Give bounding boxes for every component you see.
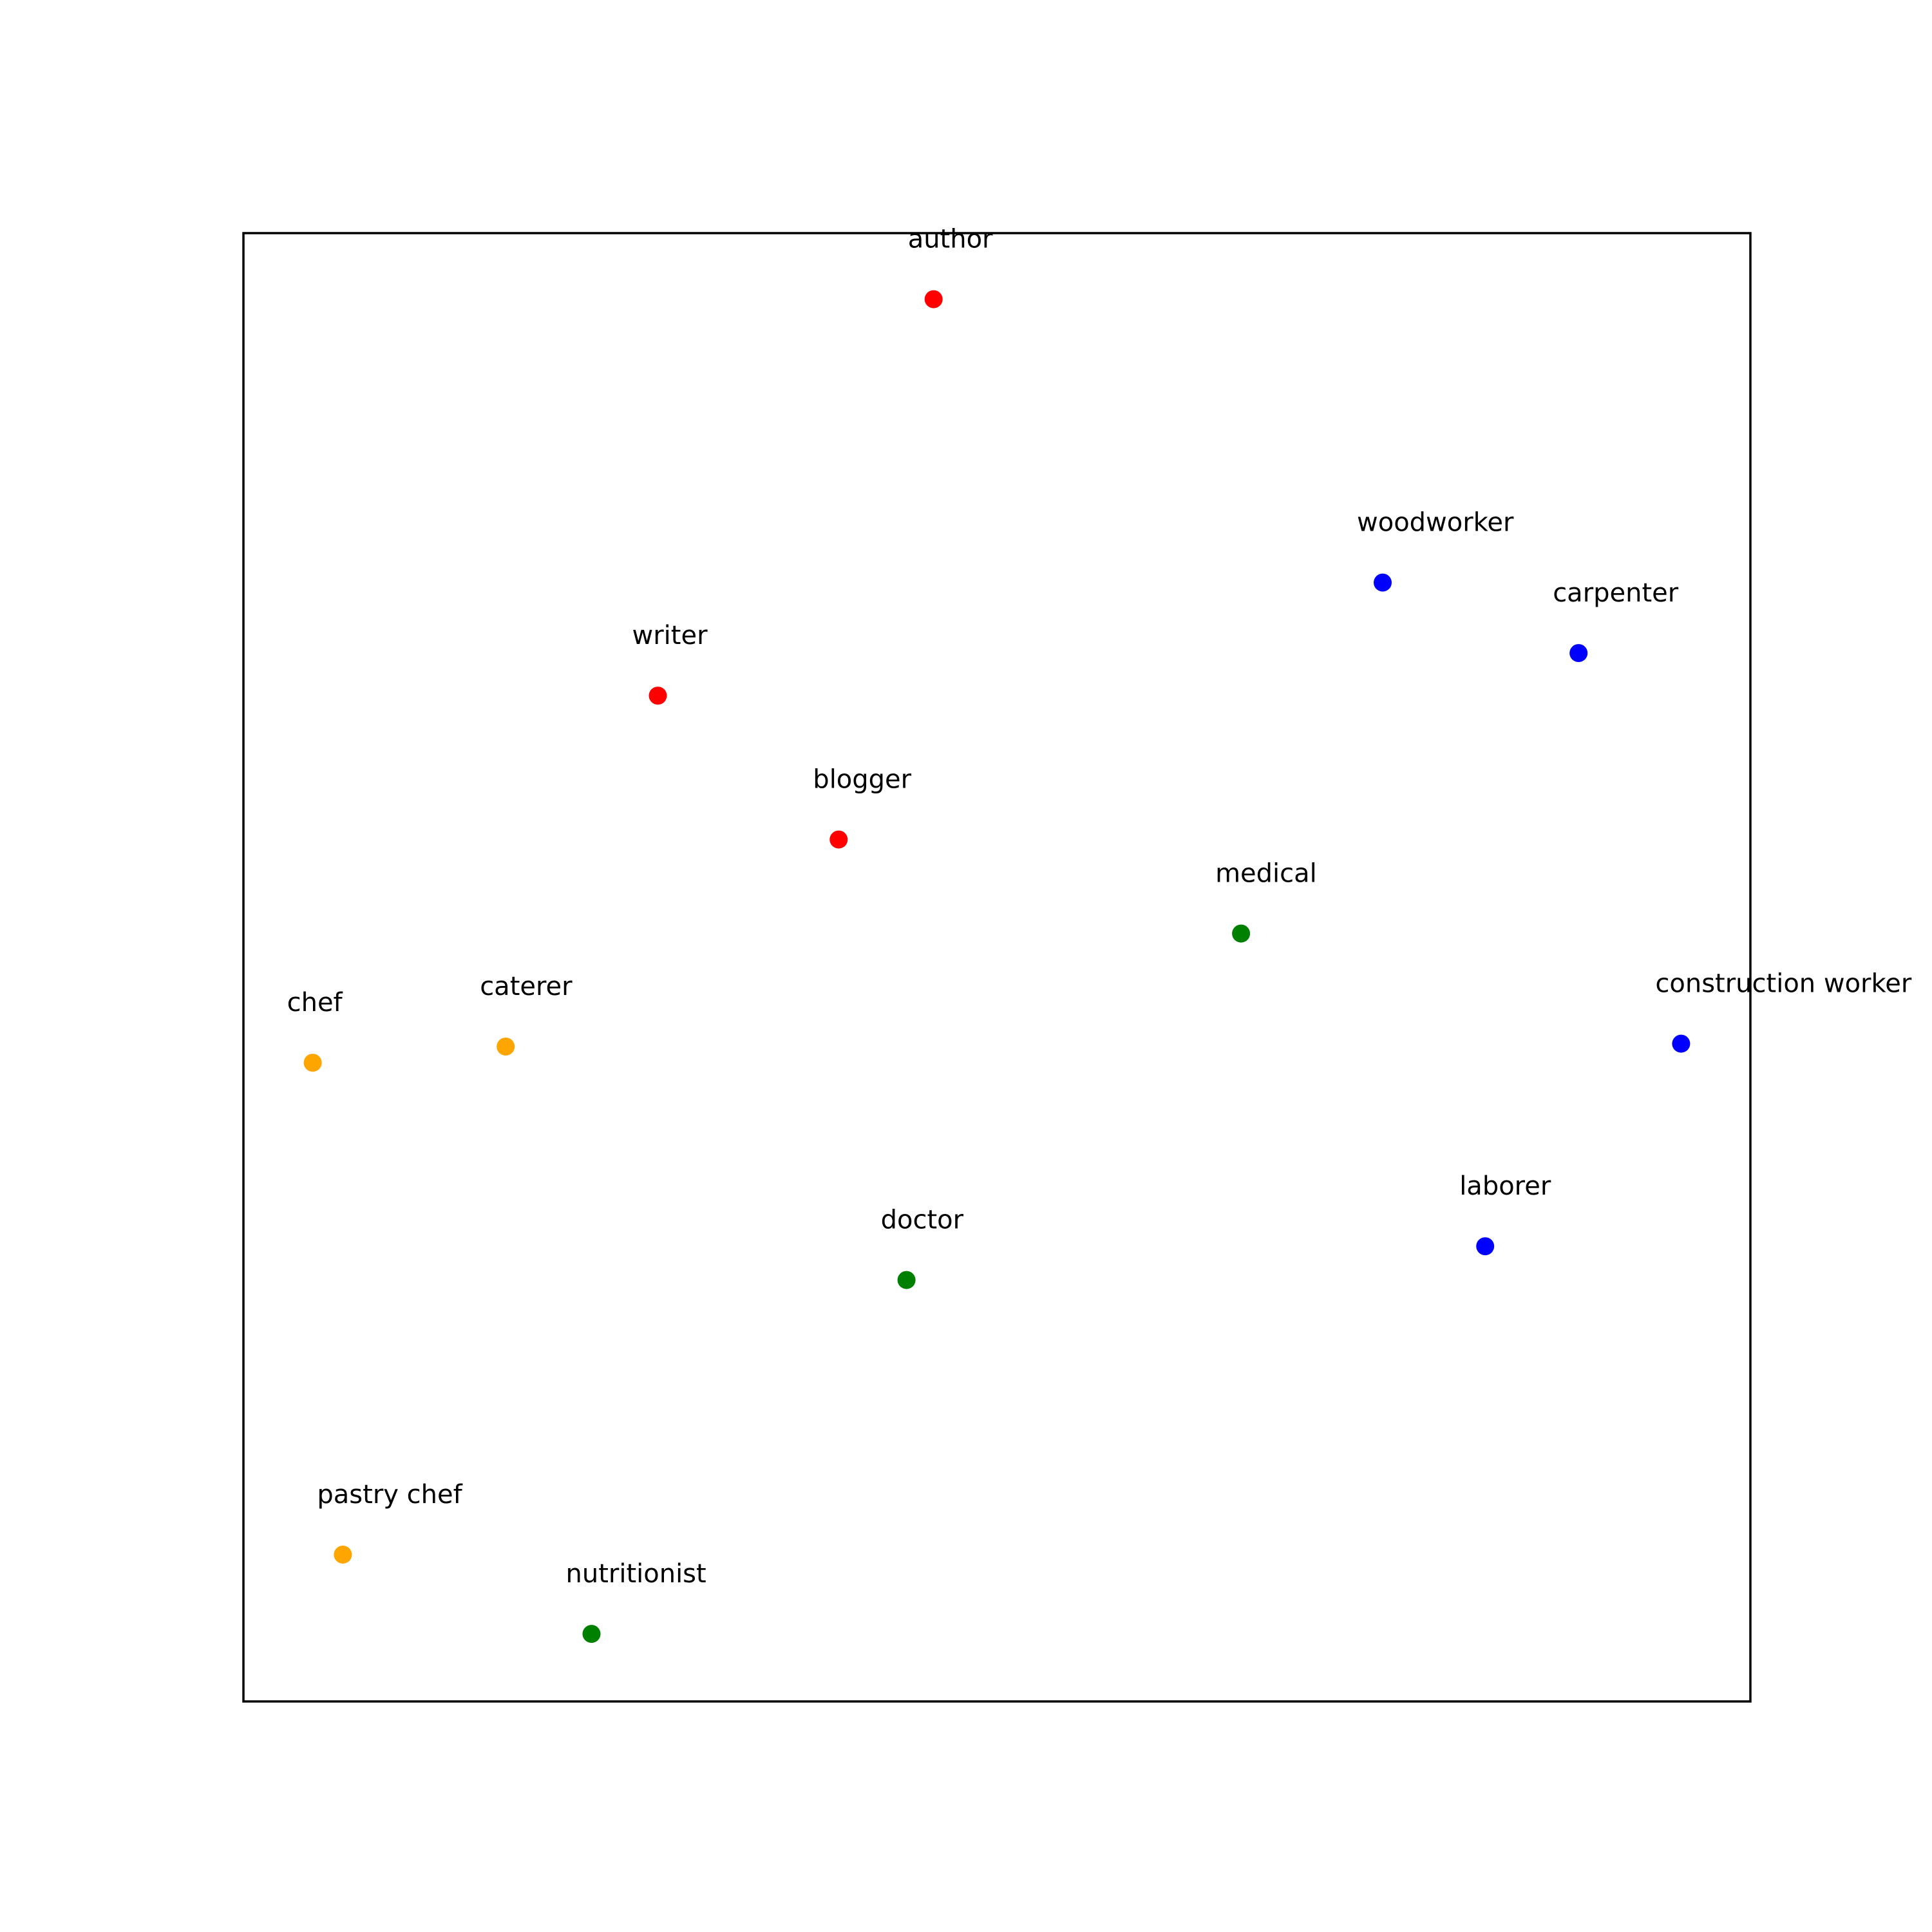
data-point-chef <box>303 1054 322 1072</box>
data-labels-layer: author writer blogger woodworker carpenter co… <box>287 225 1912 1589</box>
data-point-caterer <box>497 1037 515 1056</box>
data-point-carpenter <box>1569 644 1588 663</box>
data-label-laborer: laborer <box>1459 1171 1551 1201</box>
data-label-caterer: caterer <box>480 972 573 1001</box>
data-label-construction-worker: construction worker <box>1655 969 1911 999</box>
axes-frame <box>242 232 1752 1703</box>
data-label-pastry-chef: pastry chef <box>317 1480 462 1510</box>
data-label-blogger: blogger <box>813 765 911 795</box>
data-label-chef: chef <box>287 988 343 1018</box>
data-point-writer <box>649 687 667 705</box>
data-point-medical <box>1232 924 1251 943</box>
data-point-woodworker <box>1374 573 1392 592</box>
data-point-blogger <box>829 830 848 849</box>
data-point-laborer <box>1476 1237 1495 1256</box>
data-point-doctor <box>897 1271 916 1289</box>
data-point-construction-worker <box>1672 1034 1690 1053</box>
data-label-carpenter: carpenter <box>1553 578 1679 608</box>
data-label-nutritionist: nutritionist <box>566 1559 706 1589</box>
data-label-woodworker: woodworker <box>1357 508 1514 538</box>
data-label-writer: writer <box>632 621 708 650</box>
data-label-medical: medical <box>1215 859 1317 889</box>
data-point-author <box>924 290 943 308</box>
data-label-doctor: doctor <box>881 1206 964 1235</box>
data-label-author: author <box>908 225 993 254</box>
data-point-nutritionist <box>582 1625 601 1643</box>
data-points-layer <box>303 290 1690 1643</box>
data-point-pastry-chef <box>334 1546 352 1564</box>
